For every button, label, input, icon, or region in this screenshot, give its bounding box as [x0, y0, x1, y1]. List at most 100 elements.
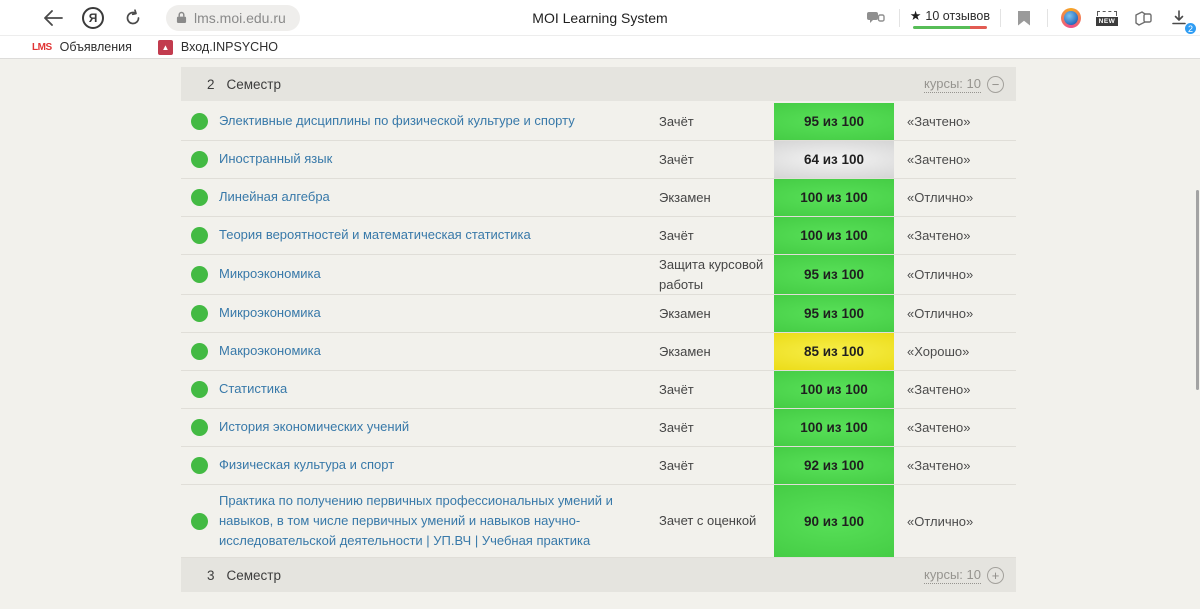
- course-row: Микроэкономика Экзамен 95 из 100 «Отличн…: [181, 295, 1016, 333]
- status-dot-icon: [191, 266, 208, 283]
- expand-icon[interactable]: +: [987, 567, 1004, 584]
- assessment-type: Зачёт: [659, 409, 774, 446]
- score-badge: 95 из 100: [774, 255, 894, 294]
- downloads-count-badge: 2: [1184, 22, 1197, 35]
- yandex-home-button[interactable]: Я: [80, 5, 106, 31]
- status-dot-icon: [191, 305, 208, 322]
- divider: [1047, 9, 1048, 27]
- bookmark-button[interactable]: [1011, 5, 1037, 31]
- collections-icon: [1134, 10, 1153, 26]
- score-badge: 95 из 100: [774, 103, 894, 140]
- bookmark-label: Объявления: [60, 40, 132, 54]
- score-badge: 100 из 100: [774, 371, 894, 408]
- downloads-button[interactable]: 2: [1166, 5, 1192, 31]
- course-row: Теория вероятностей и математическая ста…: [181, 217, 1016, 255]
- inpsycho-favicon: ▲: [158, 40, 173, 55]
- screenshot-new-button[interactable]: NEW: [1094, 5, 1120, 31]
- semester-number: 3: [207, 568, 215, 583]
- score-badge: 100 из 100: [774, 409, 894, 446]
- vertical-scrollbar[interactable]: [1196, 190, 1199, 390]
- course-link[interactable]: Микроэкономика: [219, 264, 321, 284]
- status-dot-icon: [191, 189, 208, 206]
- course-link[interactable]: Элективные дисциплины по физической куль…: [219, 111, 575, 131]
- course-link[interactable]: Макроэкономика: [219, 341, 321, 361]
- assessment-type: Экзамен: [659, 295, 774, 332]
- bookmark-flag-icon: [1018, 11, 1030, 26]
- refresh-icon: [124, 9, 142, 27]
- yandex-logo-icon: Я: [82, 7, 104, 29]
- divider: [1000, 9, 1001, 27]
- status-dot-icon: [191, 381, 208, 398]
- score-badge: 100 из 100: [774, 179, 894, 216]
- assessment-type: Экзамен: [659, 333, 774, 370]
- star-icon: ★: [910, 8, 922, 24]
- grade-text: «Отлично»: [894, 295, 1016, 332]
- course-row: Макроэкономика Экзамен 85 из 100 «Хорошо…: [181, 333, 1016, 371]
- rating-bar: [913, 26, 987, 29]
- course-link[interactable]: История экономических учений: [219, 417, 409, 437]
- semester-header: 2 Семестр курсы: 10 −: [181, 67, 1016, 101]
- address-bar[interactable]: lms.moi.edu.ru: [166, 5, 300, 31]
- status-dot-icon: [191, 151, 208, 168]
- bookmarks-bar: LMS Объявления ▲ Вход.INPSYCHO: [0, 36, 1200, 59]
- lock-icon: [176, 11, 187, 24]
- refresh-button[interactable]: [120, 5, 146, 31]
- divider: [899, 9, 900, 27]
- assessment-type: Экзамен: [659, 179, 774, 216]
- grade-text: «Хорошо»: [894, 333, 1016, 370]
- back-arrow-icon: [43, 10, 63, 26]
- assessment-type: Зачёт: [659, 103, 774, 140]
- lms-favicon: LMS: [32, 42, 52, 53]
- course-link[interactable]: Теория вероятностей и математическая ста…: [219, 225, 531, 245]
- assessment-type: Зачёт: [659, 447, 774, 484]
- assessment-type: Зачет с оценкой: [659, 485, 774, 557]
- status-dot-icon: [191, 419, 208, 436]
- collections-button[interactable]: [1130, 5, 1156, 31]
- status-dot-icon: [191, 513, 208, 530]
- status-dot-icon: [191, 343, 208, 360]
- course-row: Элективные дисциплины по физической куль…: [181, 103, 1016, 141]
- semester-number: 2: [207, 77, 215, 92]
- course-link[interactable]: Линейная алгебра: [219, 187, 330, 207]
- course-row: Статистика Зачёт 100 из 100 «Зачтено»: [181, 371, 1016, 409]
- reviews-count: 10 отзывов: [925, 9, 990, 23]
- course-link[interactable]: Практика по получению первичных професси…: [219, 491, 635, 551]
- course-link[interactable]: Иностранный язык: [219, 149, 332, 169]
- bookmark-label: Вход.INPSYCHO: [181, 40, 278, 54]
- course-row: Практика по получению первичных професси…: [181, 485, 1016, 558]
- course-row: Линейная алгебра Экзамен 100 из 100 «Отл…: [181, 179, 1016, 217]
- extension-button[interactable]: [1058, 5, 1084, 31]
- chat-button[interactable]: [863, 5, 889, 31]
- lms-page: 2 Семестр курсы: 10 − Элективные дисципл…: [0, 59, 1200, 608]
- score-badge: 95 из 100: [774, 295, 894, 332]
- status-dot-icon: [191, 113, 208, 130]
- browser-toolbar: Я lms.moi.edu.ru MOI Learning System: [0, 0, 1200, 36]
- chat-icon: [866, 10, 885, 26]
- back-button[interactable]: [40, 5, 66, 31]
- assessment-type: Защита курсовой работы: [659, 255, 774, 294]
- bookmark-item-inpsycho[interactable]: ▲ Вход.INPSYCHO: [158, 40, 278, 55]
- collapse-icon[interactable]: −: [987, 76, 1004, 93]
- course-link[interactable]: Микроэкономика: [219, 303, 321, 323]
- courses-toggle-link[interactable]: курсы: 10: [924, 76, 981, 93]
- semester-label: Семестр: [227, 568, 282, 583]
- grade-text: «Зачтено»: [894, 141, 1016, 178]
- course-link[interactable]: Статистика: [219, 379, 287, 399]
- score-badge: 64 из 100: [774, 141, 894, 178]
- score-badge: 92 из 100: [774, 447, 894, 484]
- grade-text: «Зачтено»: [894, 409, 1016, 446]
- courses-toggle-link[interactable]: курсы: 10: [924, 567, 981, 584]
- course-link[interactable]: Физическая культура и спорт: [219, 455, 394, 475]
- course-row: Физическая культура и спорт Зачёт 92 из …: [181, 447, 1016, 485]
- reviews-widget[interactable]: ★ 10 отзывов: [910, 8, 990, 29]
- assessment-type: Зачёт: [659, 141, 774, 178]
- assessment-type: Зачёт: [659, 371, 774, 408]
- course-row: Микроэкономика Защита курсовой работы 95…: [181, 255, 1016, 295]
- bookmark-item-announcements[interactable]: LMS Объявления: [32, 40, 132, 54]
- extension-circle-icon: [1061, 8, 1081, 28]
- screenshot-new-icon: NEW: [1096, 11, 1119, 26]
- status-dot-icon: [191, 457, 208, 474]
- grade-text: «Зачтено»: [894, 103, 1016, 140]
- grade-text: «Зачтено»: [894, 371, 1016, 408]
- grade-text: «Отлично»: [894, 485, 1016, 557]
